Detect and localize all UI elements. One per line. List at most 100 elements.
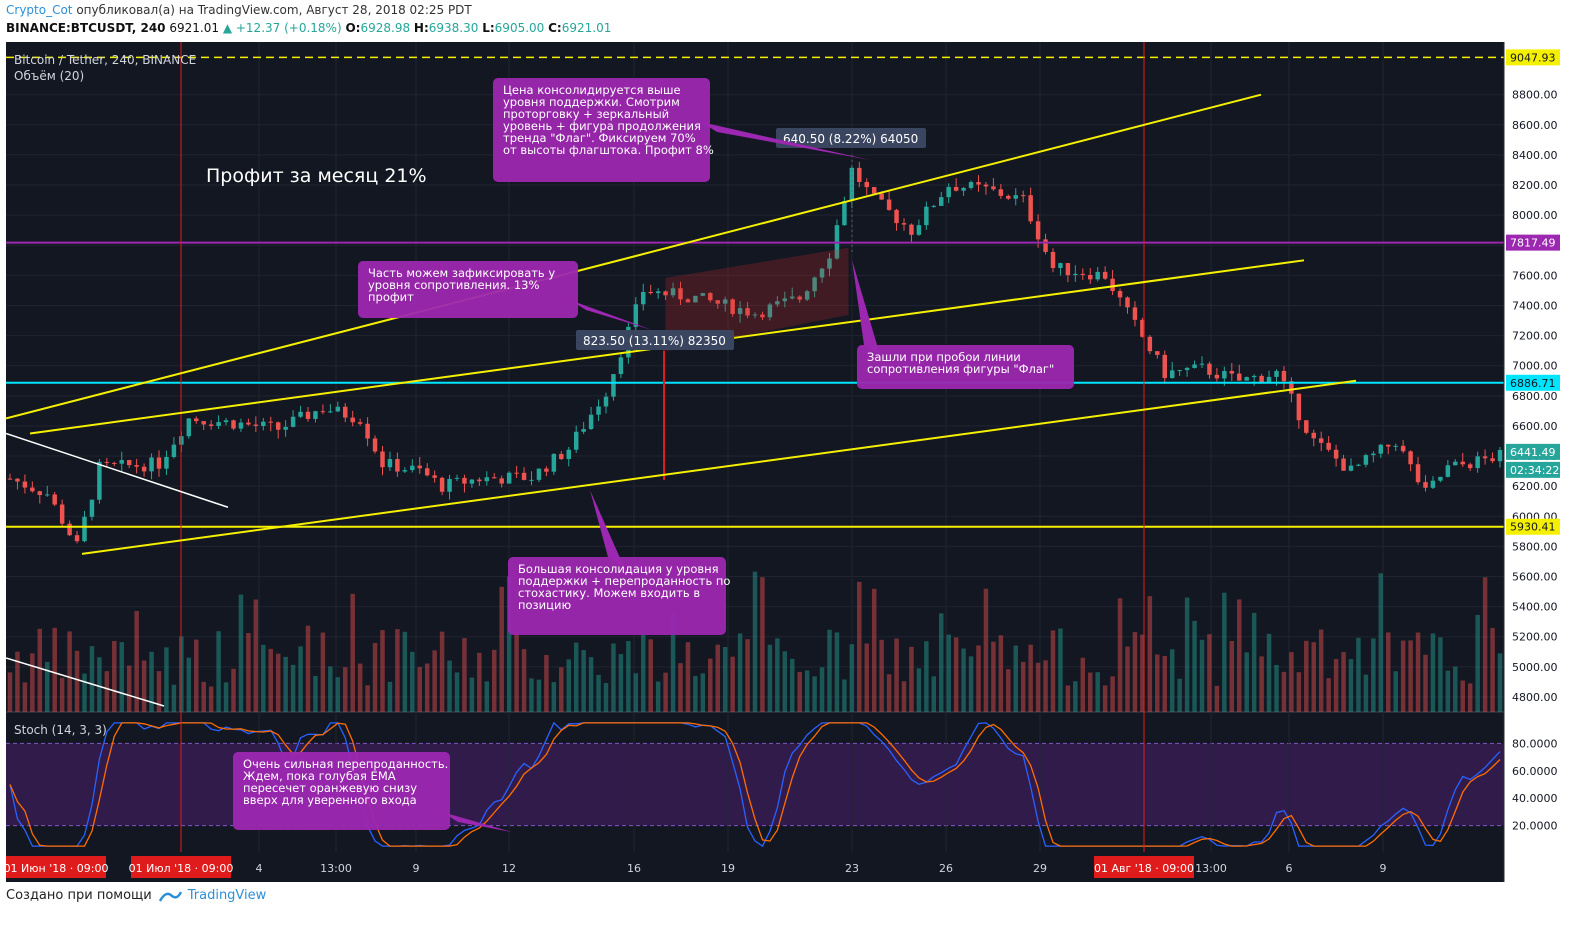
open-value: 6928.98	[360, 21, 411, 35]
volume-bar	[1378, 573, 1384, 712]
candle-body	[909, 224, 914, 235]
volume-bar	[573, 642, 579, 712]
candle-body	[156, 457, 162, 469]
volume-bar	[1333, 659, 1339, 712]
measure-label: 823.50 (13.11%) 82350	[583, 334, 726, 348]
time-highlight-bg	[1094, 856, 1194, 878]
volume-bar	[916, 668, 922, 712]
callout-pointer	[570, 300, 652, 330]
volume-bar	[1445, 670, 1451, 712]
candle-body	[603, 396, 609, 407]
tradingview-link[interactable]: TradingView	[187, 888, 267, 903]
volume-bar	[521, 649, 527, 712]
candle-body	[1318, 438, 1324, 443]
candle-body	[849, 167, 855, 201]
volume-bar	[1140, 634, 1145, 712]
volume-bar	[1020, 661, 1026, 712]
volume-bar	[1125, 646, 1130, 712]
volume-bar	[1318, 629, 1324, 712]
volume-bar	[186, 657, 192, 712]
candle-body	[164, 456, 169, 469]
candle-body	[1214, 374, 1220, 379]
price-tag-label: 7817.49	[1510, 237, 1556, 250]
volume-bar	[1467, 683, 1473, 712]
volume-bar	[52, 627, 57, 712]
volume-bar	[879, 639, 884, 712]
candle-body	[864, 181, 869, 188]
volume-bar	[1490, 627, 1495, 712]
volume-bar	[1266, 633, 1272, 712]
volume-bar	[782, 651, 788, 712]
candle-body	[1482, 456, 1488, 459]
volume-bar	[7, 672, 13, 712]
candle-body	[328, 411, 333, 413]
volume-bar	[655, 681, 661, 712]
chart[interactable]: Bitcoin / Tether, 240, BINANCE Объём (20)…	[6, 42, 1564, 882]
volume-bar	[37, 628, 43, 712]
candle-body	[998, 189, 1004, 196]
candle-body	[894, 209, 899, 224]
candle-body	[1020, 195, 1026, 197]
price-tag	[1506, 518, 1560, 535]
price-tick-label: 5200.00	[1512, 631, 1558, 644]
candle-body	[387, 459, 393, 468]
volume-bar	[544, 655, 549, 712]
volume-bar	[968, 656, 974, 712]
candle-body	[968, 182, 974, 188]
high-value: 6938.30	[428, 21, 479, 35]
volume-bar	[1013, 645, 1018, 712]
volume-bar	[842, 679, 847, 712]
candle-body	[521, 472, 527, 480]
candle-body	[529, 479, 534, 481]
time-tick-label: 9	[413, 862, 420, 875]
volume-bar	[74, 650, 80, 712]
ohlc-bar: BINANCE:BTCUSDT, 240 6921.01 ▲ +12.37 (+…	[6, 21, 611, 35]
candle-body	[462, 477, 467, 484]
candle-body	[1371, 453, 1376, 456]
candle-body	[1266, 376, 1272, 383]
volume-bar	[1214, 685, 1220, 712]
profit-text: Профит за месяц 21%	[206, 165, 427, 187]
candle-body	[1393, 445, 1398, 447]
volume-bar	[387, 681, 393, 712]
price-tag-label: 9047.93	[1510, 51, 1556, 64]
volume-bar	[417, 666, 422, 712]
price-tag	[1506, 234, 1560, 251]
time-tick-label: 9	[1380, 862, 1387, 875]
candle-body	[1408, 451, 1413, 465]
candle-body	[343, 406, 348, 418]
candle-body	[1259, 375, 1264, 383]
volume-bar	[1102, 685, 1108, 712]
volume-bar	[1341, 652, 1346, 712]
candle-body	[596, 406, 601, 415]
volume-bar	[1475, 614, 1480, 712]
candle-body	[1222, 371, 1227, 379]
volume-bar	[596, 674, 601, 712]
author-link[interactable]: Crypto_Cot	[6, 3, 73, 17]
candle-body	[931, 205, 937, 207]
candle-body	[1281, 370, 1287, 382]
price-tick-label: 5800.00	[1512, 540, 1558, 553]
candle-body	[633, 304, 639, 327]
candle-body	[1073, 273, 1078, 276]
candle-body	[886, 199, 892, 210]
candle-body	[1080, 273, 1086, 275]
candle-body	[313, 411, 318, 419]
price-tick-label: 6600.00	[1512, 420, 1558, 433]
price-tag-label: 5930.41	[1510, 521, 1556, 534]
volume-bar	[171, 684, 177, 712]
volume-bar	[566, 659, 571, 712]
candle-body	[1244, 377, 1249, 381]
candle-body	[1155, 351, 1160, 355]
volume-bar	[380, 630, 385, 712]
measure-label-bg	[576, 330, 734, 350]
volume-bar	[149, 651, 154, 712]
volume-bar	[1207, 634, 1212, 712]
annotation-text: Большая консолидация у уровня поддержки +…	[518, 562, 730, 612]
stoch-label: Stoch (14, 3, 3)	[14, 723, 107, 737]
price-tick-label: 8000.00	[1512, 209, 1558, 222]
volume-bar	[804, 670, 810, 712]
price-tag-label: 6886.71	[1510, 377, 1556, 390]
candle-body	[708, 293, 713, 301]
volume-bar	[737, 633, 743, 712]
